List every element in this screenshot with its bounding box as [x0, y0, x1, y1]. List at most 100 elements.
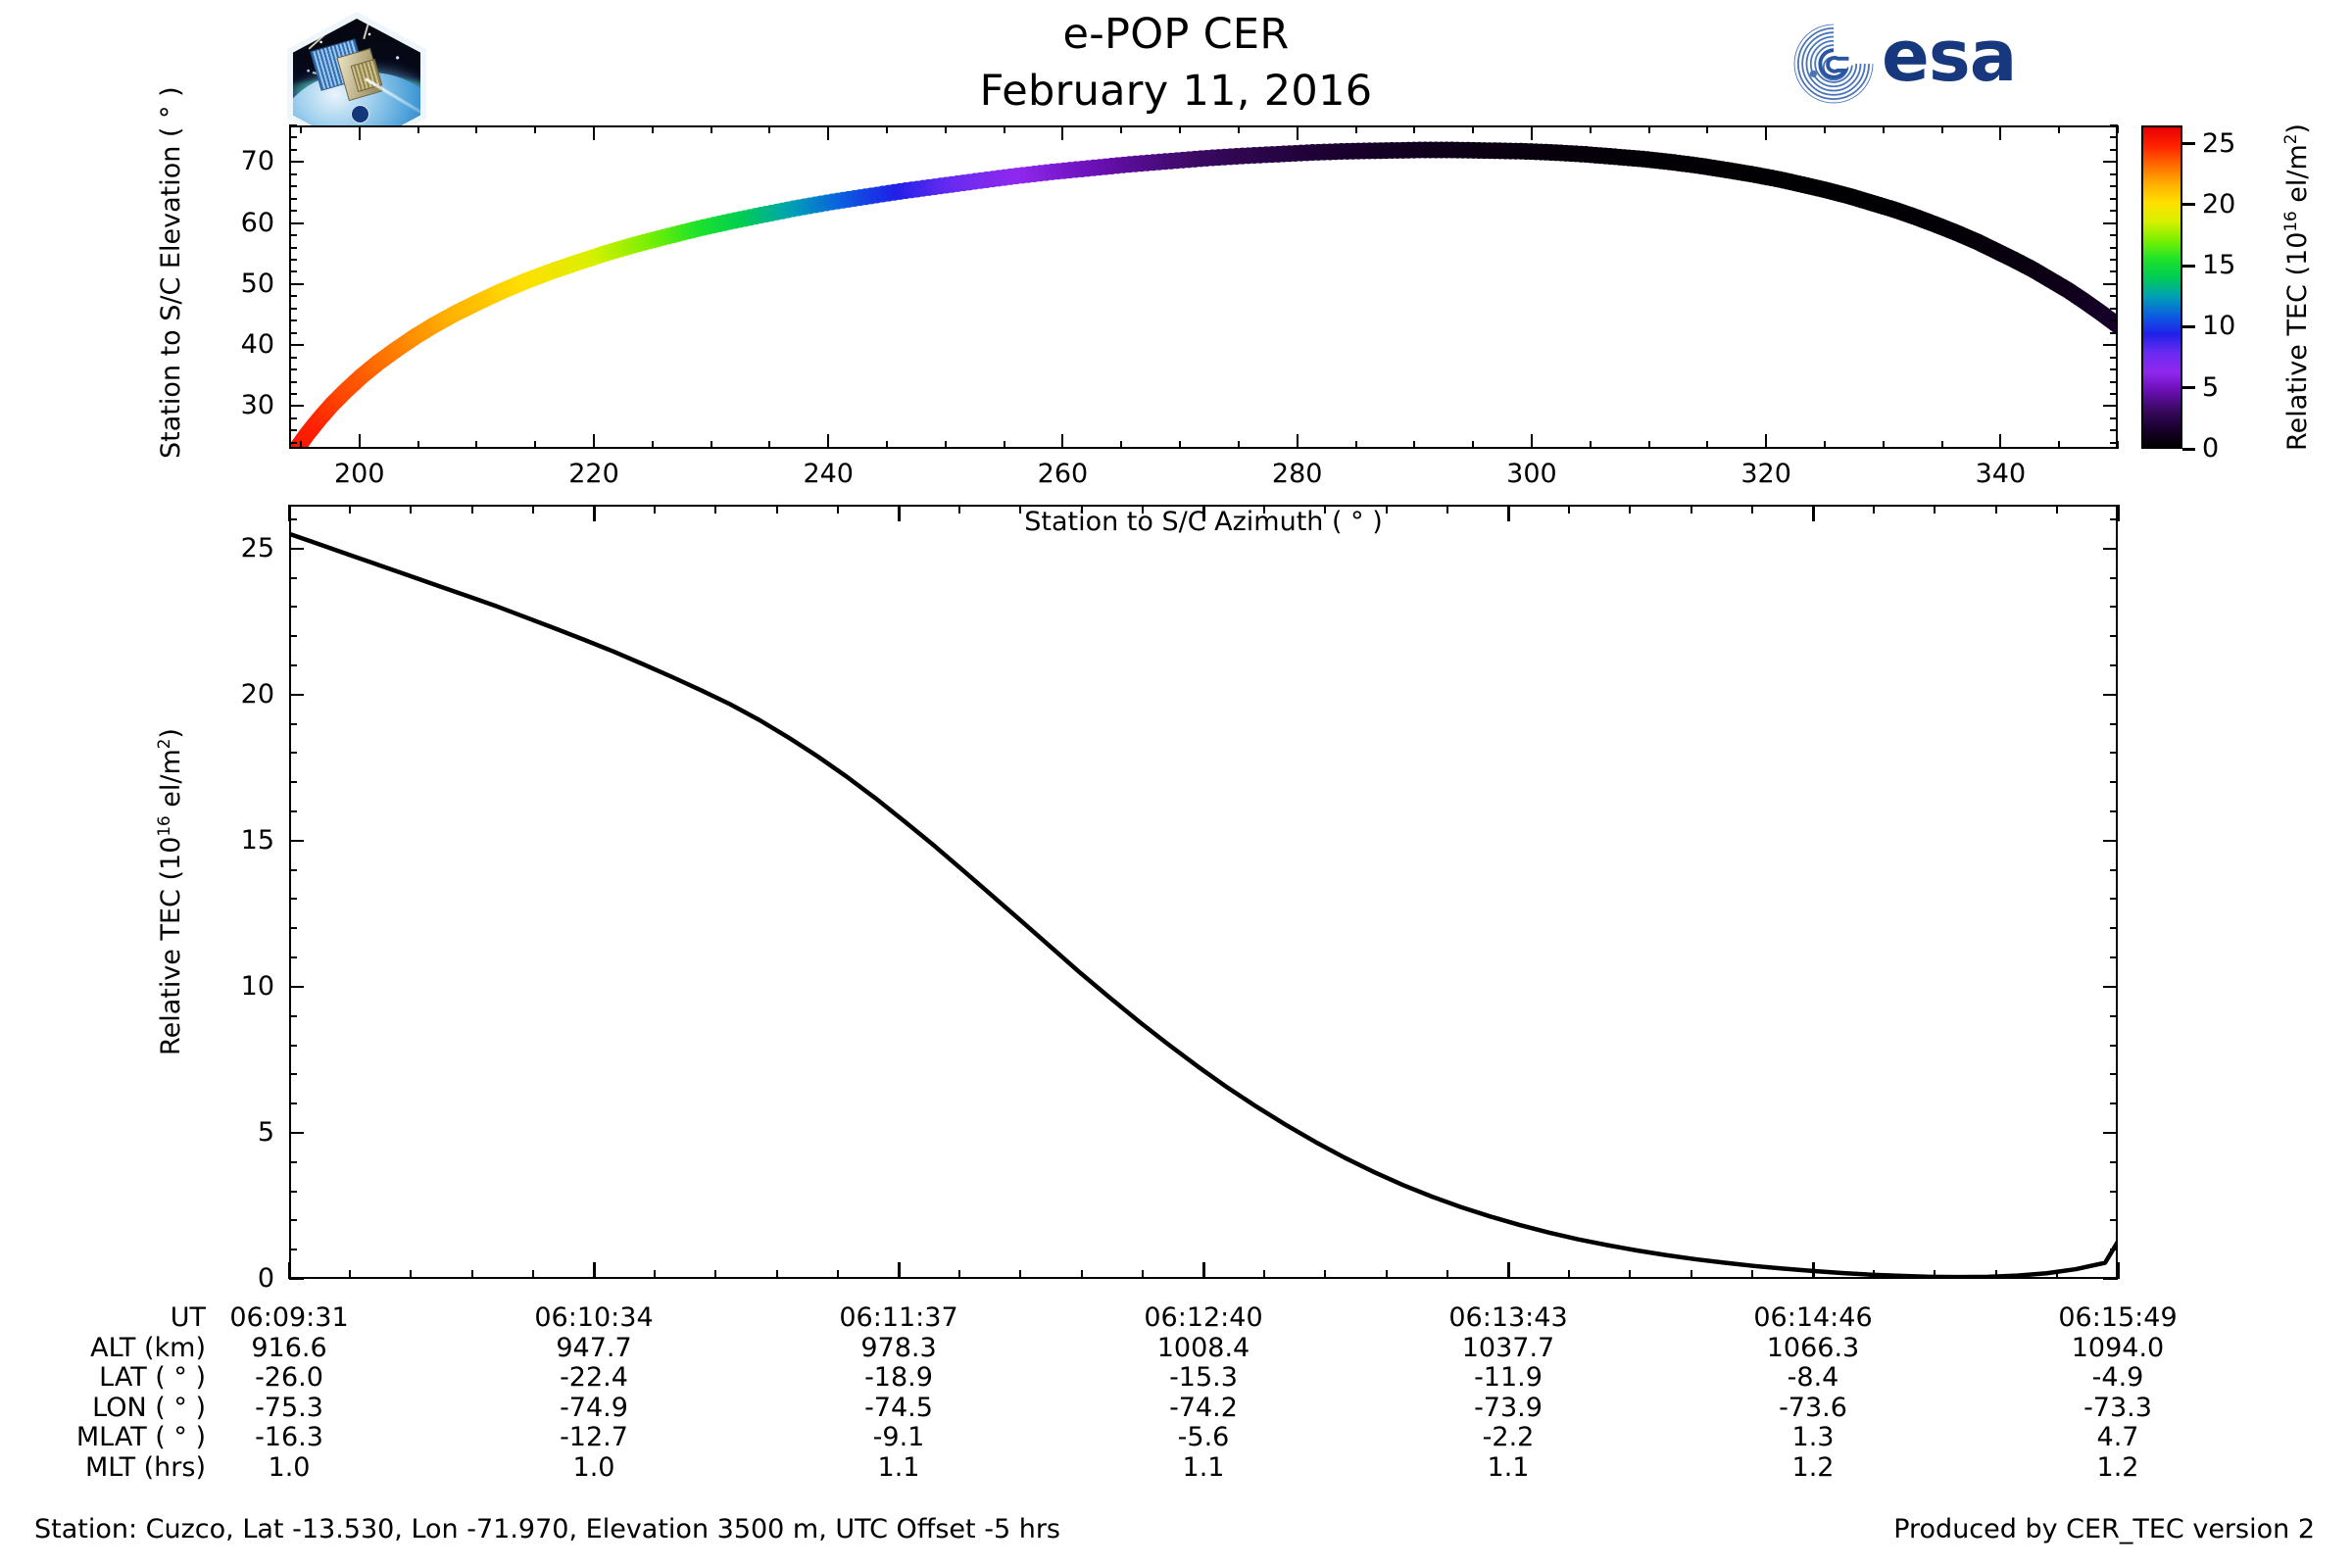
x-minor-tick-bottom-panel: [1385, 1270, 1388, 1279]
y-tick-top-panel: [289, 307, 297, 310]
table-cell: -9.1: [872, 1422, 925, 1452]
y-tick-bottom-panel: [289, 1044, 297, 1047]
producer-footer: Produced by CER_TEC version 2: [1893, 1514, 2315, 1544]
y-tick-label-bottom-panel: 25: [240, 532, 274, 564]
table-row-label: LON ( ° ): [92, 1392, 206, 1423]
y-tick-bottom-panel-right: [2110, 956, 2118, 959]
y-tick-top-panel-right: [2110, 270, 2118, 273]
y-tick-top-panel: [289, 136, 297, 139]
x-minor-tick-bottom-panel: [1629, 1270, 1632, 1279]
y-tick-bottom-panel-right: [2110, 1219, 2118, 1222]
x-minor-tick-bottom-panel-upper: [714, 505, 717, 514]
y-tick-top-panel: [289, 344, 304, 347]
colorbar-tick: [2182, 324, 2195, 328]
y-tick-bottom-panel: [289, 722, 297, 725]
y-tick-top-panel-right: [2110, 295, 2118, 298]
x-tick-top-panel-upper: [1003, 125, 1005, 133]
x-tick-bottom-panel: [897, 1262, 901, 1279]
y-tick-bottom-panel-right: [2103, 1278, 2118, 1280]
x-tick-bottom-panel-upper: [1811, 505, 1815, 521]
x-tick-top-panel: [1413, 441, 1416, 449]
y-tick-top-panel-right: [2110, 307, 2118, 310]
x-tick-bottom-panel-upper: [287, 505, 291, 521]
y-tick-label-top-panel: 40: [240, 329, 274, 361]
x-tick-top-panel: [710, 441, 712, 449]
y-tick-top-panel-right: [2103, 282, 2118, 285]
y-tick-bottom-panel-right: [2110, 517, 2118, 520]
y-tick-bottom-panel-right: [2110, 1160, 2118, 1163]
y-tick-top-panel: [289, 405, 304, 408]
table-cell: 06:14:46: [1753, 1302, 1873, 1333]
table-cell: -73.6: [1779, 1392, 1847, 1423]
y-tick-bottom-panel: [289, 839, 304, 842]
x-tick-top-panel-upper: [827, 125, 830, 140]
table-row-label: LAT ( ° ): [99, 1362, 206, 1393]
x-tick-bottom-panel-upper: [1201, 505, 1205, 521]
esa-wordmark: esa: [1882, 15, 2017, 97]
y-tick-bottom-panel-right: [2110, 663, 2118, 666]
y-tick-top-panel: [289, 441, 297, 444]
y-tick-top-panel: [289, 148, 297, 151]
y-tick-top-panel: [289, 161, 304, 164]
x-tick-top-panel: [475, 441, 478, 449]
y-tick-label-bottom-panel: 5: [257, 1116, 274, 1148]
colorbar-tick-label: 15: [2202, 250, 2236, 281]
x-tick-top-panel-upper: [1647, 125, 1650, 133]
y-tick-bottom-panel: [289, 547, 304, 550]
table-row: LAT ( ° ) -26.0 -22.4 -18.9 -15.3 -11.9 -8.4 -4…: [0, 1363, 2352, 1394]
y-tick-bottom-panel-right: [2110, 576, 2118, 579]
y-tick-top-panel: [289, 380, 297, 383]
y-tick-bottom-panel: [289, 1190, 297, 1193]
x-minor-tick-bottom-panel-upper: [410, 505, 413, 514]
x-tick-top-panel: [1003, 441, 1005, 449]
y-tick-top-panel-right: [2103, 344, 2118, 347]
y-tick-top-panel: [289, 368, 297, 371]
y-tick-bottom-panel-right: [2110, 635, 2118, 638]
x-tick-top-panel: [1354, 441, 1357, 449]
x-tick-top-panel: [416, 441, 419, 449]
table-cell: 947.7: [556, 1332, 632, 1363]
y-tick-top-panel-right: [2110, 136, 2118, 139]
x-tick-top-panel-upper: [1706, 125, 1709, 133]
colorbar-tick: [2182, 447, 2195, 451]
y-tick-bottom-panel: [289, 898, 297, 901]
x-tick-top-panel: [1765, 434, 1768, 449]
title-line-date: February 11, 2016: [979, 67, 1373, 116]
colorbar-tick-label: 5: [2202, 371, 2220, 403]
x-tick-top-panel-upper: [1296, 125, 1298, 140]
x-minor-tick-bottom-panel: [2055, 1270, 2058, 1279]
x-minor-tick-bottom-panel: [836, 1270, 839, 1279]
colorbar-gradient: [2143, 127, 2180, 447]
table-cell: 1066.3: [1766, 1332, 1860, 1363]
x-tick-top-panel-upper: [475, 125, 478, 133]
x-tick-top-panel: [1823, 441, 1826, 449]
colorbar-tick-label: 10: [2202, 311, 2236, 342]
table-row: MLAT ( ° ) -16.3 -12.7 -9.1 -5.6 -2.2 1.3 4.7: [0, 1423, 2352, 1453]
x-tick-top-panel-upper: [1765, 125, 1768, 140]
y-tick-bottom-panel: [289, 927, 297, 930]
x-minor-tick-bottom-panel: [1994, 1270, 1997, 1279]
colorbar-tick: [2182, 386, 2195, 390]
table-cell: 1037.7: [1461, 1332, 1555, 1363]
table-row: MLT (hrs) 1.0 1.0 1.1 1.1 1.1 1.2 1.2: [0, 1451, 2352, 1484]
y-tick-bottom-panel: [289, 576, 297, 579]
x-tick-top-panel: [1706, 441, 1709, 449]
esa-logo: esa: [1791, 18, 2085, 108]
x-minor-tick-bottom-panel-upper: [1934, 505, 1936, 514]
y-tick-top-panel: [289, 197, 297, 200]
x-minor-tick-bottom-panel-upper: [958, 505, 961, 514]
x-minor-tick-bottom-panel-upper: [1080, 505, 1083, 514]
x-tick-top-panel: [1940, 441, 1943, 449]
y-tick-top-panel: [289, 416, 297, 419]
y-tick-top-panel-right: [2110, 441, 2118, 444]
x-tick-top-panel: [1999, 434, 2002, 449]
y-tick-label-top-panel: 30: [240, 390, 274, 421]
x-minor-tick-bottom-panel: [410, 1270, 413, 1279]
x-tick-top-panel: [1647, 441, 1650, 449]
x-tick-top-panel: [534, 441, 537, 449]
x-minor-tick-bottom-panel: [1446, 1270, 1448, 1279]
x-tick-bottom-panel: [1506, 1262, 1510, 1279]
y-tick-top-panel-right: [2110, 197, 2118, 200]
y-tick-top-panel-right: [2110, 416, 2118, 419]
table-cell: 1.1: [877, 1451, 920, 1483]
